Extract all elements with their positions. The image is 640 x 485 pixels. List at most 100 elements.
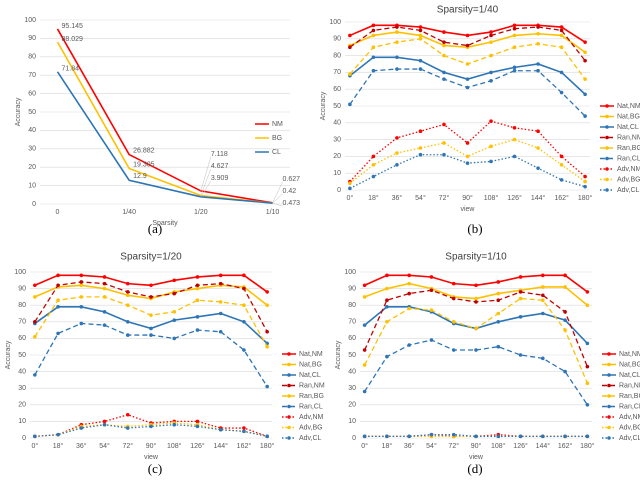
point	[102, 323, 107, 327]
y-tick-label: 30	[28, 146, 36, 153]
point	[583, 92, 587, 97]
x-tick-label: 144°	[531, 194, 546, 202]
y-tick-label: 50	[18, 352, 26, 359]
y-tick-label: 20	[18, 402, 26, 409]
point	[418, 28, 423, 33]
y-tick-label: 70	[333, 69, 341, 76]
point	[385, 305, 389, 309]
y-tick-label: 100	[24, 17, 36, 24]
y-tick-label: 50	[348, 352, 356, 359]
point	[541, 285, 545, 289]
point	[362, 323, 367, 327]
point	[559, 154, 564, 159]
chart-title: Sparsity=1/10	[445, 252, 507, 263]
point	[512, 154, 517, 159]
point	[385, 354, 389, 359]
point	[79, 426, 84, 430]
data-label: 71.84	[62, 66, 80, 73]
point	[362, 389, 367, 394]
legend-label: Ran,BG	[299, 393, 324, 400]
legend-label: Nat,NM	[299, 351, 323, 358]
x-tick-label: 162°	[554, 194, 569, 202]
point	[518, 296, 523, 301]
point	[418, 37, 423, 41]
y-axis-label: Accuracy	[5, 340, 12, 369]
legend-label: Adv,BG	[617, 176, 640, 183]
point	[395, 40, 399, 44]
point	[451, 348, 456, 352]
point	[536, 42, 540, 46]
point	[125, 281, 130, 286]
point	[512, 126, 517, 130]
series-line	[34, 306, 268, 344]
x-tick-label: 0°	[361, 442, 368, 450]
point	[395, 67, 399, 71]
y-tick-label: 90	[333, 36, 341, 43]
point	[395, 151, 399, 155]
legend-marker	[605, 156, 609, 161]
point	[465, 154, 470, 159]
point	[195, 298, 200, 303]
data-label: 0.473	[283, 200, 301, 207]
point	[585, 403, 590, 407]
point	[563, 318, 567, 322]
point	[489, 30, 493, 34]
y-tick-label: 90	[348, 285, 356, 292]
point	[195, 275, 200, 279]
y-tick-label: 80	[333, 52, 341, 59]
x-tick-label: 0°	[31, 442, 38, 450]
point	[474, 434, 478, 439]
y-axis-label: Accuracy	[320, 91, 327, 120]
x-tick-label: 0°	[347, 194, 354, 202]
point	[79, 295, 84, 299]
point	[79, 273, 84, 278]
y-tick-label: 60	[348, 335, 356, 342]
x-tick-label: 162°	[237, 442, 252, 450]
data-label: 0.627	[283, 176, 301, 183]
point	[102, 295, 107, 299]
series-line	[349, 68, 586, 117]
x-tick-label: 36°	[76, 442, 87, 450]
point	[585, 290, 590, 294]
point	[518, 434, 523, 439]
point	[348, 45, 352, 49]
point	[512, 26, 517, 31]
point	[407, 281, 411, 286]
y-tick-label: 70	[348, 319, 356, 326]
point	[442, 43, 446, 48]
point	[429, 275, 434, 279]
point	[265, 344, 269, 349]
point	[102, 281, 107, 286]
y-tick-label: 40	[28, 127, 36, 134]
data-label: 7.118	[211, 151, 228, 158]
point	[489, 33, 493, 38]
x-tick-label: 90°	[462, 194, 473, 202]
point	[242, 303, 246, 308]
point	[33, 434, 37, 439]
point	[371, 174, 376, 179]
point	[362, 348, 367, 352]
x-tick-label: 126°	[190, 442, 205, 450]
point	[172, 278, 177, 283]
legend-marker	[607, 436, 611, 440]
series-line	[56, 28, 273, 204]
point	[585, 434, 590, 439]
point	[102, 286, 107, 291]
legend-label: Adv,BG	[299, 424, 323, 431]
point	[418, 146, 423, 150]
series-line	[349, 120, 586, 183]
point	[265, 329, 269, 334]
point	[218, 281, 223, 286]
point	[102, 419, 107, 424]
x-tick-label: 180°	[260, 442, 275, 450]
point	[474, 326, 478, 331]
point	[585, 381, 590, 386]
series-line	[364, 339, 588, 406]
point	[559, 90, 564, 95]
point	[474, 283, 478, 288]
y-tick-label: 10	[333, 170, 341, 177]
x-tick-label: 18°	[382, 442, 393, 450]
point	[512, 137, 517, 142]
point	[125, 293, 130, 298]
point	[195, 328, 200, 332]
